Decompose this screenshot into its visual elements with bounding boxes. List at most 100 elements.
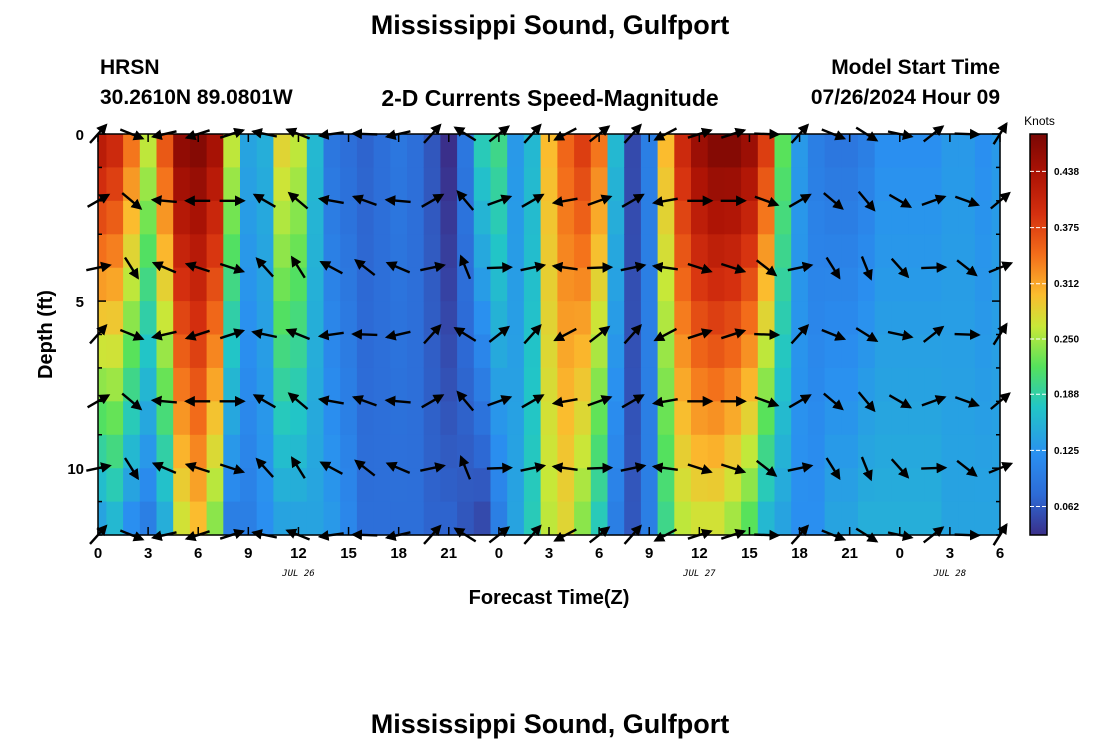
heatmap-cell xyxy=(173,468,191,503)
heatmap-cell xyxy=(373,401,391,436)
x-axis-title: Forecast Time(Z) xyxy=(469,587,630,609)
heatmap-cell xyxy=(640,301,659,336)
heatmap-cell xyxy=(607,234,625,269)
heatmap-cell xyxy=(139,301,158,336)
heatmap-cell xyxy=(523,367,542,402)
heatmap-cell xyxy=(123,367,141,402)
heatmap-cell xyxy=(691,401,709,436)
heatmap-cell xyxy=(908,401,926,436)
heatmap-cell xyxy=(791,468,809,503)
heatmap-cell xyxy=(206,401,224,436)
current-vector xyxy=(487,395,513,407)
heatmap-cell xyxy=(139,334,158,369)
heatmap-cell xyxy=(273,367,291,402)
current-vector xyxy=(887,329,914,341)
x-tick-label: 6 xyxy=(595,545,603,562)
heatmap-cell xyxy=(490,334,508,369)
heatmap-cell xyxy=(98,301,107,336)
heatmap-cell xyxy=(206,134,224,168)
current-vector xyxy=(553,327,577,342)
heatmap-cell xyxy=(924,200,943,235)
heatmap-cell xyxy=(557,334,575,369)
heatmap-cell xyxy=(223,167,241,202)
heatmap-cell xyxy=(189,134,208,168)
current-vector xyxy=(488,325,511,343)
heatmap-cell xyxy=(390,501,408,536)
current-vector xyxy=(252,193,276,208)
heatmap-cell xyxy=(640,267,659,302)
heatmap-cell xyxy=(223,267,241,302)
x-tick-label: 15 xyxy=(741,545,758,562)
heatmap-cell xyxy=(741,267,759,302)
heatmap-cell xyxy=(640,134,659,168)
current-vector xyxy=(587,262,614,273)
heatmap-cell xyxy=(189,267,208,302)
heatmap-cell xyxy=(323,234,341,269)
heatmap-cell xyxy=(106,267,124,302)
station-coordinates: 30.2610N 89.0801W xyxy=(100,86,293,109)
heatmap-cell xyxy=(423,167,441,202)
heatmap-cell xyxy=(256,234,274,269)
heatmap-cell xyxy=(156,234,174,269)
heatmap-cell xyxy=(323,301,341,336)
heatmap-cell xyxy=(958,234,976,269)
heatmap-cell xyxy=(273,334,291,369)
heatmap-cell xyxy=(691,367,709,402)
heatmap-cell xyxy=(624,434,642,469)
heatmap-cell xyxy=(991,434,1001,469)
heatmap-cell xyxy=(824,234,842,269)
heatmap-cell xyxy=(256,367,274,402)
heatmap-cell xyxy=(507,134,525,168)
current-vector xyxy=(821,328,847,341)
heatmap-cell xyxy=(223,468,241,503)
current-vector xyxy=(385,461,411,475)
heatmap-cell xyxy=(523,434,542,469)
current-vector xyxy=(319,461,343,475)
heatmap-cell xyxy=(908,434,926,469)
heatmap-cell xyxy=(724,167,742,202)
heatmap-cell xyxy=(223,200,241,235)
heatmap-cell xyxy=(991,267,1001,302)
x-tick-label: 3 xyxy=(144,545,152,562)
current-vector xyxy=(521,193,545,208)
heatmap-cell xyxy=(173,167,191,202)
heatmap-cell xyxy=(423,334,441,369)
heatmap-cell xyxy=(407,501,425,536)
heatmap-cell xyxy=(674,401,692,436)
heatmap-cell xyxy=(841,200,859,235)
heatmap-cell xyxy=(557,134,575,168)
heatmap-cell xyxy=(607,367,625,402)
heatmap-cell xyxy=(540,501,558,536)
heatmap-cell xyxy=(657,468,675,503)
heatmap-cell xyxy=(98,234,107,269)
heatmap-cell xyxy=(423,468,441,503)
heatmap-cell xyxy=(707,401,725,436)
heatmap-cell xyxy=(206,367,224,402)
heatmap-cell xyxy=(991,301,1001,336)
heatmap-cell xyxy=(139,501,158,536)
heatmap-cell xyxy=(306,301,325,336)
heatmap-cell xyxy=(223,401,241,436)
heatmap-cell xyxy=(189,301,208,336)
heatmap-cell xyxy=(941,167,959,202)
heatmap-cell xyxy=(290,301,308,336)
colorbar: Knots 0.438 0.375 0.312 0.250 0.188 0.125 0.06… xyxy=(1024,114,1079,536)
heatmap-cell xyxy=(858,301,876,336)
y-tick-label: 10 xyxy=(67,461,84,478)
heatmap-cell xyxy=(390,334,408,369)
heatmap-cell xyxy=(624,501,642,536)
y-tick-label: 5 xyxy=(76,294,84,311)
heatmap-cell xyxy=(240,267,258,302)
current-vector xyxy=(551,396,578,408)
heatmap-cell xyxy=(306,267,325,302)
heatmap-cell xyxy=(624,167,642,202)
heatmap-cell xyxy=(540,200,558,235)
heatmap-cell xyxy=(974,501,993,536)
heatmap-cell xyxy=(607,167,625,202)
heatmap-cell xyxy=(640,468,659,503)
heatmap-cell xyxy=(340,234,358,269)
heatmap-cell xyxy=(891,434,909,469)
heatmap-cell xyxy=(173,301,191,336)
heatmap-cell xyxy=(306,468,325,503)
heatmap-cell xyxy=(841,468,859,503)
